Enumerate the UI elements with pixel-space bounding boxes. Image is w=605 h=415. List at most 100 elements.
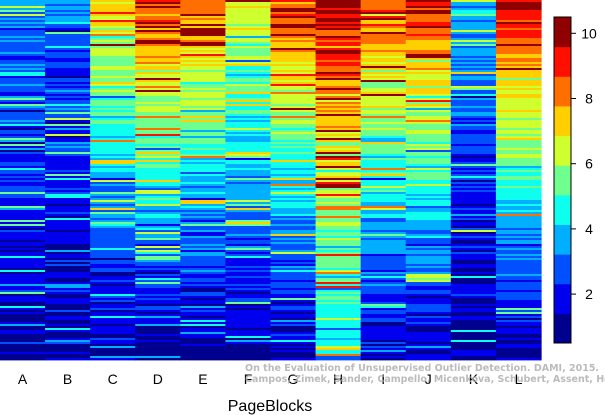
heatmap-cell: [450, 268, 497, 271]
heatmap-cell: [450, 326, 497, 329]
heatmap-cell: [495, 334, 542, 337]
heatmap-cell: [0, 244, 46, 247]
heatmap-cell: [405, 288, 452, 291]
heatmap-cell: [225, 332, 272, 335]
heatmap-cell: [90, 112, 136, 115]
heatmap-cell: [450, 98, 497, 101]
heatmap-cell: [180, 254, 227, 257]
heatmap-cell: [180, 18, 227, 21]
heatmap-cell: [0, 310, 46, 313]
heatmap-cell: [270, 308, 317, 311]
heatmap-cell: [45, 232, 91, 235]
heatmap-cell: [225, 308, 272, 311]
heatmap-cell: [315, 24, 362, 27]
heatmap-cell: [495, 204, 542, 207]
heatmap-cell: [225, 74, 272, 77]
heatmap-cell: [405, 204, 452, 207]
heatmap-cell: [495, 202, 542, 205]
heatmap-cell: [225, 270, 272, 273]
heatmap-cell: [405, 44, 452, 47]
heatmap-cell: [495, 226, 542, 229]
heatmap-cell: [45, 10, 91, 13]
heatmap-cell: [315, 158, 362, 161]
heatmap-cell: [495, 130, 542, 133]
heatmap-cell: [405, 128, 452, 131]
heatmap-cell: [225, 172, 272, 175]
heatmap-cell: [315, 120, 362, 123]
heatmap-cell: [360, 172, 407, 175]
heatmap-cell: [180, 6, 227, 9]
heatmap-cell: [90, 294, 136, 297]
heatmap-cell: [45, 194, 91, 197]
heatmap-cell: [315, 274, 362, 277]
heatmap-cell: [90, 330, 136, 333]
heatmap-cell: [45, 182, 91, 185]
heatmap-cell: [45, 6, 91, 9]
heatmap-cell: [0, 68, 46, 71]
heatmap-cell: [45, 122, 91, 125]
heatmap-cell: [135, 358, 181, 361]
heatmap-cell: [270, 198, 317, 201]
heatmap-cell: [270, 152, 317, 155]
heatmap-cell: [90, 10, 136, 13]
heatmap-cell: [450, 164, 497, 167]
heatmap-cell: [90, 228, 136, 231]
heatmap-cell: [135, 178, 181, 181]
heatmap-cell: [90, 212, 136, 215]
heatmap-cell: [495, 274, 542, 277]
heatmap-cell: [450, 220, 497, 223]
heatmap-cell: [45, 110, 91, 113]
heatmap-cell: [0, 64, 46, 67]
heatmap-cell: [135, 290, 181, 293]
heatmap-cell: [450, 206, 497, 209]
heatmap-cell: [360, 208, 407, 211]
heatmap-cell: [225, 338, 272, 341]
heatmap-cell: [405, 114, 452, 117]
heatmap-cell: [180, 90, 227, 93]
heatmap-cell: [90, 2, 136, 5]
heatmap-cell: [180, 348, 227, 351]
heatmap-cell: [90, 204, 136, 207]
heatmap-cell: [360, 278, 407, 281]
heatmap-cell: [270, 120, 317, 123]
heatmap-cell: [360, 312, 407, 315]
heatmap-cell: [90, 322, 136, 325]
heatmap-cell: [225, 260, 272, 263]
heatmap-cell: [450, 228, 497, 231]
heatmap-cell: [0, 308, 46, 311]
heatmap-cell: [270, 282, 317, 285]
heatmap-cell: [45, 178, 91, 181]
heatmap-cell: [45, 146, 91, 149]
heatmap-cell: [45, 190, 91, 193]
heatmap-cell: [90, 346, 136, 349]
heatmap-cell: [225, 352, 272, 355]
heatmap-cell: [450, 244, 497, 247]
heatmap-cell: [360, 48, 407, 51]
heatmap-cell: [405, 354, 452, 357]
heatmap-cell: [135, 40, 181, 43]
heatmap-cell: [405, 346, 452, 349]
heatmap-cell: [495, 44, 542, 47]
heatmap-cell: [315, 160, 362, 163]
heatmap-cell: [315, 110, 362, 113]
heatmap-cell: [270, 274, 317, 277]
heatmap-cell: [135, 48, 181, 51]
heatmap-cell: [450, 52, 497, 55]
heatmap-cell: [225, 120, 272, 123]
heatmap-cell: [450, 272, 497, 275]
heatmap-cell: [225, 190, 272, 193]
heatmap-cell: [270, 108, 317, 111]
heatmap-cell: [45, 186, 91, 189]
heatmap-cell: [315, 178, 362, 181]
heatmap-cell: [270, 286, 317, 289]
heatmap-cell: [0, 296, 46, 299]
heatmap-cell: [45, 200, 91, 203]
heatmap-cell: [135, 112, 181, 115]
heatmap-cell: [225, 178, 272, 181]
heatmap-cell: [405, 192, 452, 195]
heatmap-cell: [0, 168, 46, 171]
heatmap-cell: [135, 160, 181, 163]
heatmap-cell: [180, 222, 227, 225]
heatmap-cell: [405, 54, 452, 57]
heatmap-cell: [45, 292, 91, 295]
